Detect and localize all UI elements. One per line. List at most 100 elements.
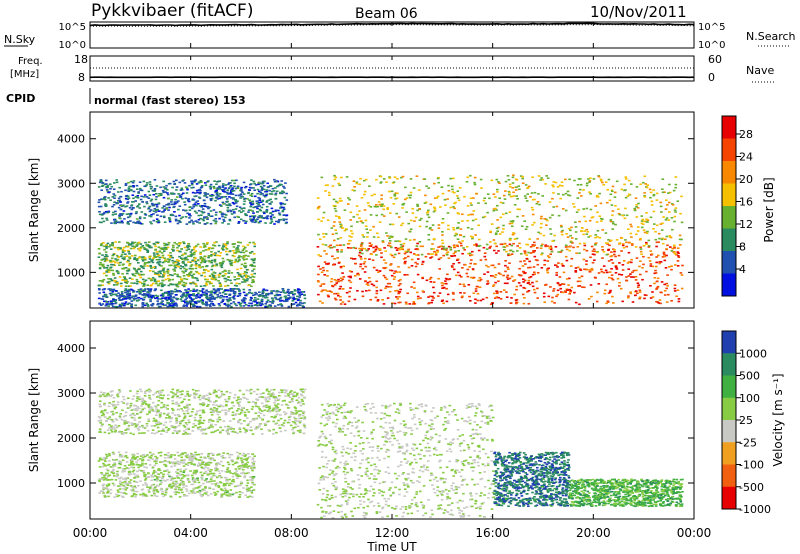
heatmap-cell xyxy=(533,191,537,194)
heatmap-cell xyxy=(280,304,283,306)
heatmap-cell xyxy=(172,180,176,183)
heatmap-cell xyxy=(652,194,656,197)
heatmap-cell xyxy=(330,227,334,229)
heatmap-cell xyxy=(596,291,599,294)
heatmap-cell xyxy=(238,206,242,209)
heatmap-cell xyxy=(611,221,615,223)
heatmap-cell xyxy=(148,410,151,413)
heatmap-cell xyxy=(621,244,625,247)
heatmap-cell xyxy=(188,395,191,397)
heatmap-cell xyxy=(195,302,198,304)
heatmap-cell xyxy=(494,281,497,284)
heatmap-cell xyxy=(446,212,450,214)
heatmap-cell xyxy=(137,273,141,275)
heatmap-cell xyxy=(416,203,419,206)
heatmap-cell xyxy=(242,193,246,195)
heatmap-cell xyxy=(347,197,350,199)
heatmap-cell xyxy=(252,268,256,270)
heatmap-cell xyxy=(249,296,253,299)
heatmap-cell xyxy=(227,270,231,272)
heatmap-cell xyxy=(576,246,580,248)
heatmap-cell xyxy=(525,200,529,202)
heatmap-cell xyxy=(204,269,208,271)
heatmap-cell xyxy=(100,425,103,427)
heatmap-cell xyxy=(512,280,515,282)
heatmap-cell xyxy=(111,290,115,293)
heatmap-cell xyxy=(401,245,405,248)
heatmap-cell xyxy=(382,259,386,261)
heatmap-cell xyxy=(124,184,128,186)
heatmap-cell xyxy=(455,233,458,236)
heatmap-cell xyxy=(353,258,357,260)
heatmap-cell xyxy=(392,272,396,275)
heatmap-cell xyxy=(251,219,254,221)
heatmap-cell xyxy=(416,205,419,207)
heatmap-cell xyxy=(497,263,501,265)
heatmap-cell xyxy=(649,250,653,252)
heatmap-cell xyxy=(162,248,165,251)
heatmap-cell xyxy=(146,288,150,290)
heatmap-cell xyxy=(175,284,178,286)
heatmap-cell xyxy=(610,274,614,276)
heatmap-cell xyxy=(625,245,628,248)
heatmap-cell xyxy=(171,256,174,259)
heatmap-cell xyxy=(283,295,287,298)
heatmap-cell xyxy=(614,272,618,274)
heatmap-cell xyxy=(372,266,376,269)
heatmap-cell xyxy=(221,186,225,189)
heatmap-cell xyxy=(166,408,169,410)
heatmap-cell xyxy=(453,234,457,237)
heatmap-cell xyxy=(406,250,410,253)
heatmap-cell xyxy=(182,281,186,284)
heatmap-cell xyxy=(593,250,596,253)
heatmap-cell xyxy=(224,184,228,186)
heatmap-cell xyxy=(114,305,118,308)
heatmap-cell xyxy=(202,219,206,222)
heatmap-cell xyxy=(442,282,446,285)
heatmap-cell xyxy=(155,408,158,410)
heatmap-cell xyxy=(251,279,254,281)
heatmap-cell xyxy=(574,238,578,240)
heatmap-cell xyxy=(138,207,142,209)
heatmap-cell xyxy=(111,410,114,413)
heatmap-cell xyxy=(504,264,507,267)
heatmap-cell xyxy=(122,246,126,249)
heatmap-cell xyxy=(418,208,421,210)
heatmap-cell xyxy=(544,245,547,248)
heatmap-cell xyxy=(161,295,165,298)
heatmap-cell xyxy=(233,288,236,290)
heatmap-cell xyxy=(441,231,444,233)
heatmap-cell xyxy=(131,278,134,280)
heatmap-cell xyxy=(272,420,275,423)
heatmap-cell xyxy=(157,302,160,305)
heatmap-cell xyxy=(140,432,144,434)
heatmap-cell xyxy=(181,266,185,268)
heatmap-cell xyxy=(117,206,121,209)
heatmap-cell xyxy=(102,295,105,298)
heatmap-cell xyxy=(152,210,156,212)
heatmap-cell xyxy=(611,228,614,230)
heatmap-cell xyxy=(217,303,221,305)
heatmap-cell xyxy=(533,271,536,274)
heatmap-cell xyxy=(183,277,186,280)
heatmap-cell xyxy=(274,396,277,398)
heatmap-cell xyxy=(297,410,300,412)
heatmap-cell xyxy=(656,301,660,303)
heatmap-cell xyxy=(203,395,206,397)
heatmap-cell xyxy=(223,220,226,222)
heatmap-cell xyxy=(623,183,626,186)
heatmap-cell xyxy=(145,295,148,297)
heatmap-cell xyxy=(137,191,140,193)
heatmap-cell xyxy=(97,248,101,250)
heatmap-cell xyxy=(184,298,187,301)
heatmap-cell xyxy=(103,392,106,394)
heatmap-cell xyxy=(326,290,329,292)
heatmap-cell xyxy=(503,282,507,285)
heatmap-cell xyxy=(150,267,153,269)
heatmap-cell xyxy=(188,255,192,258)
heatmap-cell xyxy=(293,289,297,291)
heatmap-cell xyxy=(135,184,139,187)
heatmap-cell xyxy=(200,429,204,431)
heatmap-cell xyxy=(195,183,199,185)
heatmap-cell xyxy=(127,181,130,184)
